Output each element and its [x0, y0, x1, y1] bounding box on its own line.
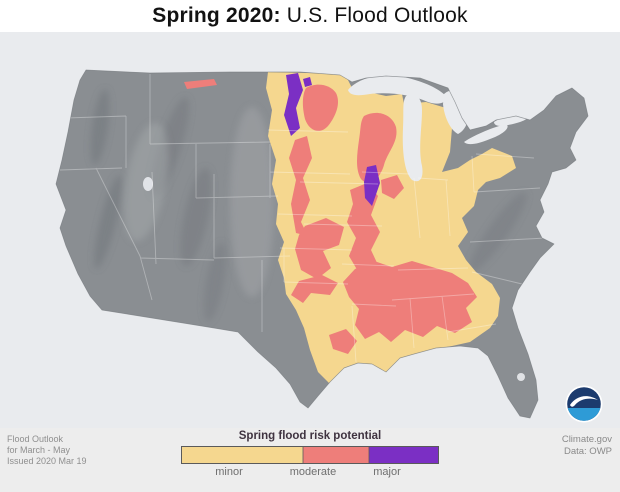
- footer-attribution: Climate.gov Data: OWP: [562, 434, 612, 457]
- legend-swatch-moderate: [303, 447, 369, 463]
- lake-superior: [348, 75, 447, 104]
- legend-label-major: major: [373, 466, 401, 478]
- state-borders: [59, 74, 547, 363]
- lake-okeechobee: [517, 373, 525, 381]
- legend-color-bar: [181, 446, 439, 464]
- footer-issuance-line: Issued 2020 Mar 19: [7, 456, 87, 466]
- lake-erie: [464, 124, 508, 145]
- flood-risk-layers: [184, 72, 516, 384]
- footer-issuance-note: Flood Outlook for March - May Issued 202…: [7, 434, 87, 467]
- legend-label-minor: minor: [215, 466, 243, 478]
- legend-labels: minor moderate major: [181, 466, 439, 480]
- legend-swatch-major: [369, 447, 438, 463]
- legend-swatch-minor: [182, 447, 303, 463]
- noaa-logo: [565, 385, 603, 423]
- legend: Spring flood risk potential minor modera…: [181, 430, 439, 480]
- footer: Flood Outlook for March - May Issued 202…: [0, 428, 620, 492]
- us-flood-map: [0, 32, 620, 428]
- footer-issuance-line: for March - May: [7, 445, 71, 455]
- noaa-logo-sea: [567, 408, 601, 421]
- title-bar: Spring 2020: U.S. Flood Outlook: [0, 0, 620, 32]
- map-area: [0, 32, 620, 428]
- footer-data-line: Data: OWP: [563, 445, 612, 457]
- terrain-shading-dark: [90, 89, 527, 322]
- coastline-outline: [55, 69, 589, 419]
- page-title-rest: U.S. Flood Outlook: [286, 4, 468, 27]
- footer-issuance-line: Flood Outlook: [7, 434, 64, 444]
- great-salt-lake: [143, 177, 153, 191]
- risk-major-regions: [284, 73, 380, 206]
- lake-michigan: [402, 94, 423, 182]
- legend-bar-outline: [181, 446, 439, 464]
- lake-huron: [443, 89, 469, 134]
- page-title: Spring 2020: U.S. Flood Outlook: [152, 4, 467, 28]
- great-lakes: [143, 75, 529, 381]
- terrain-shading-light: [123, 107, 274, 297]
- legend-label-moderate: moderate: [289, 466, 337, 478]
- noaa-logo-gull-icon: [570, 396, 598, 407]
- footer-source-line: Climate.gov: [561, 434, 612, 445]
- page-title-prefix: Spring 2020:: [152, 4, 281, 27]
- legend-title: Spring flood risk potential: [238, 430, 382, 442]
